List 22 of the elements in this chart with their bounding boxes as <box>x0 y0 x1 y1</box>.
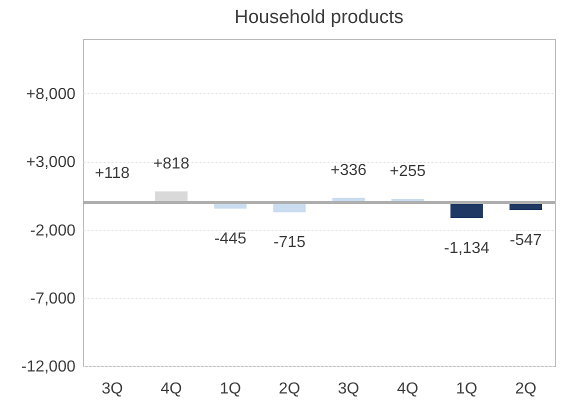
x-tick-label: 1Q <box>220 380 242 398</box>
y-tick-label: +3,000 <box>26 154 76 172</box>
x-tick-label: 1Q <box>456 380 478 398</box>
x-tick-label: 3Q <box>338 380 360 398</box>
data-label: +118 <box>94 164 130 182</box>
data-label: +336 <box>330 162 367 179</box>
data-label: -547 <box>510 232 542 249</box>
x-tick-label: 2Q <box>278 380 300 398</box>
data-label: +255 <box>390 163 426 180</box>
y-tick-label: +8,000 <box>26 86 76 103</box>
chart-title: Household products <box>234 7 404 28</box>
x-tick-label: 3Q <box>102 380 123 398</box>
y-tick-label: -2,000 <box>30 222 76 240</box>
x-tick-label: 2Q <box>515 380 536 398</box>
data-label: -445 <box>214 230 246 248</box>
data-label: +818 <box>153 155 190 172</box>
y-tick-label: -7,000 <box>30 290 76 308</box>
data-label: -1,134 <box>444 240 490 257</box>
x-tick-label: 4Q <box>396 380 418 398</box>
x-tick-label: 4Q <box>160 380 182 398</box>
data-label: -715 <box>273 234 306 252</box>
y-tick-label: -12,000 <box>21 358 76 376</box>
